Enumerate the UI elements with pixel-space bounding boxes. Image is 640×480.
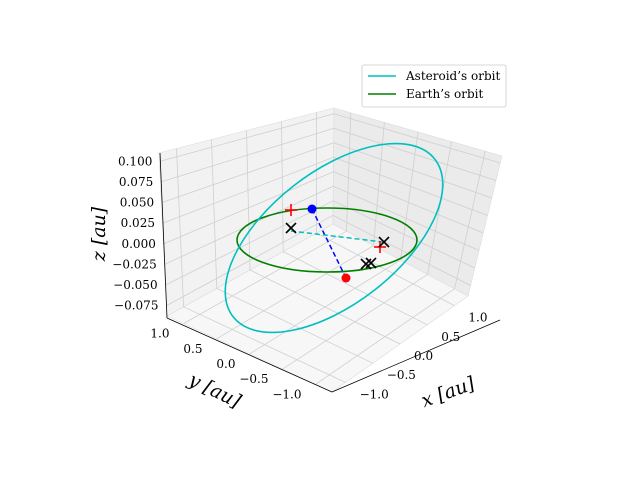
z-grid-line bbox=[160, 113, 335, 162]
grid-lines bbox=[160, 112, 501, 385]
y-tick-label: 0.5 bbox=[183, 342, 202, 356]
red-point bbox=[341, 273, 351, 283]
y-grid-line bbox=[400, 131, 419, 261]
z-axis-line bbox=[159, 152, 168, 319]
floor-pane bbox=[166, 223, 469, 393]
z-tick-label: 0.075 bbox=[119, 175, 153, 189]
y-grid-line bbox=[454, 151, 486, 289]
y-grid-line bbox=[249, 259, 401, 355]
y-tick-label: −0.5 bbox=[239, 372, 268, 386]
x-tick-label: −0.5 bbox=[387, 368, 416, 382]
z-axis-label: z [au] bbox=[88, 206, 110, 262]
z-tick-label: −0.050 bbox=[113, 278, 157, 292]
z-grid-line bbox=[161, 127, 334, 183]
z-tick-label: 0.100 bbox=[118, 154, 152, 168]
z-tick-label: −0.075 bbox=[114, 299, 158, 313]
y-axis-label: y [au] bbox=[184, 368, 245, 413]
x-grid-line bbox=[211, 139, 218, 289]
legend-label-asteroid: Asteroid’s orbit bbox=[405, 69, 500, 83]
y-grid-line bbox=[373, 122, 385, 246]
y-grid-line bbox=[315, 288, 455, 385]
x-grid-line bbox=[176, 148, 184, 307]
earth-orbit-line bbox=[236, 207, 418, 273]
markers bbox=[285, 204, 390, 283]
x-tick-label: 0.5 bbox=[441, 330, 460, 344]
axis-lines bbox=[159, 152, 501, 393]
x-marker bbox=[285, 222, 297, 234]
z-tick-label: −0.025 bbox=[112, 257, 156, 271]
x-tick-label: 1.0 bbox=[468, 311, 487, 325]
asteroid-orbit-line bbox=[224, 142, 444, 334]
x-tick-label: −1.0 bbox=[360, 387, 389, 401]
plus-marker bbox=[285, 204, 297, 216]
legend-label-earth: Earth’s orbit bbox=[406, 87, 483, 101]
y-tick-label: −1.0 bbox=[272, 387, 301, 401]
y-tick-label: 0.0 bbox=[216, 357, 235, 371]
legend: Asteroid’s orbit Earth’s orbit bbox=[361, 64, 507, 108]
y-grid-line bbox=[183, 230, 347, 324]
z-tick-label: 0.050 bbox=[120, 196, 154, 210]
x-grid-line bbox=[281, 121, 284, 252]
blue-point bbox=[307, 204, 317, 214]
z-tick-label: 0.025 bbox=[121, 216, 155, 230]
z-tick-label: 0.000 bbox=[121, 237, 155, 251]
dashed-connector-blue bbox=[311, 208, 347, 279]
y-tick-label: 1.0 bbox=[150, 327, 169, 341]
y-grid-line bbox=[427, 141, 452, 275]
y-grid-line bbox=[216, 245, 374, 340]
y-grid-line bbox=[346, 112, 352, 232]
x-marker bbox=[378, 236, 390, 248]
x-axis-line bbox=[331, 319, 501, 393]
x-grid-line bbox=[246, 130, 251, 271]
x-tick-label: 0.0 bbox=[414, 349, 433, 363]
tick-labels: −0.075 −0.050 −0.025 0.000 0.025 0.050 0.075 0.… bbox=[112, 154, 487, 401]
y-axis-line bbox=[166, 317, 333, 393]
x-axis-label: x [au] bbox=[418, 372, 478, 412]
legend-box bbox=[361, 64, 507, 108]
y-grid-line bbox=[282, 274, 428, 370]
x-marker bbox=[365, 257, 377, 269]
axis-panes bbox=[158, 107, 503, 393]
